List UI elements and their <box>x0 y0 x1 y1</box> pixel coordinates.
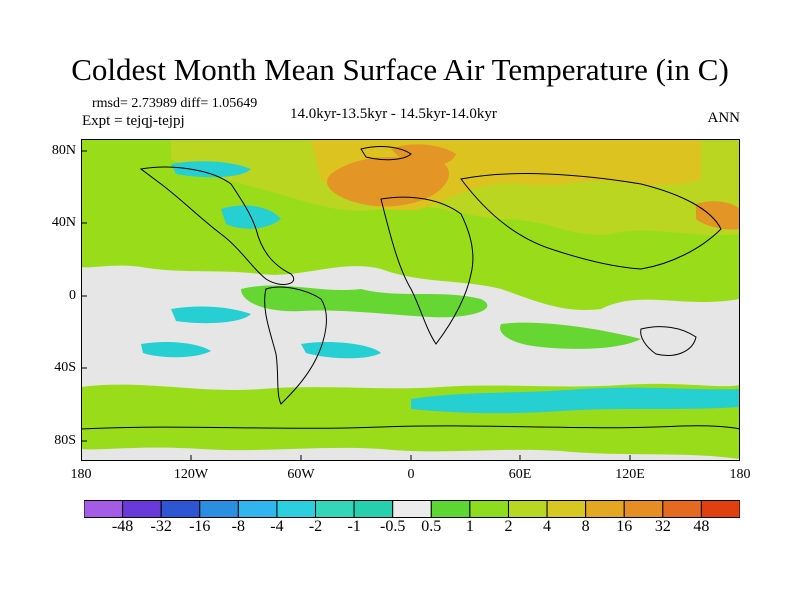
colorbar-box <box>199 500 239 518</box>
experiment-label: Expt = tejqj-tejpj <box>82 113 185 129</box>
colorbar-box <box>122 500 162 518</box>
colorbar-box <box>237 500 278 518</box>
period-label: 14.0kyr-13.5kyr - 14.5kyr-14.0kyr <box>290 106 497 122</box>
stats-text: rmsd= 2.73989 diff= 1.05649 <box>92 96 258 111</box>
lat-label-40n: 40N <box>51 215 76 230</box>
colorbar-box <box>662 500 702 518</box>
tropical-green-band <box>241 285 488 318</box>
lat-label-80s: 80S <box>54 433 76 448</box>
sh-cyan-band <box>411 387 740 414</box>
colorbar-label: 16 <box>616 518 633 535</box>
lon-label-180-right: 180 <box>729 467 751 482</box>
colorbar-box <box>84 500 124 518</box>
lon-label-60e: 60E <box>508 467 532 482</box>
colorbar-label: -16 <box>189 518 211 535</box>
colorbar-box <box>546 500 587 518</box>
nordic-orange-region <box>391 144 456 167</box>
colorbar-label: -1 <box>347 518 361 535</box>
world-map <box>81 139 740 461</box>
lon-label-180-left: 180 <box>70 467 92 482</box>
colorbar-box <box>160 500 201 518</box>
pacific-orange-patch <box>696 201 740 230</box>
lat-label-0: 0 <box>69 288 76 303</box>
colorbar-label: 0.5 <box>421 518 442 535</box>
south-pacific-cyan-2 <box>141 341 211 358</box>
colorbar-label: 2 <box>504 518 513 535</box>
colorbar-box <box>392 500 432 518</box>
colorbar-box <box>623 500 664 518</box>
colorbar-box <box>585 500 625 518</box>
colorbar-box <box>507 500 548 518</box>
colorbar-label: 32 <box>654 518 671 535</box>
coastlines <box>81 146 740 430</box>
map-title: Coldest Month Mean Surface Air Temperatu… <box>71 52 729 87</box>
colorbar-box <box>315 500 355 518</box>
lon-label-0: 0 <box>407 467 415 482</box>
lat-label-80n: 80N <box>51 143 76 158</box>
lat-label-40s: 40S <box>54 360 76 375</box>
indian-ocean-green <box>500 322 641 349</box>
colorbar-label: 48 <box>693 518 710 535</box>
colorbar-label: -8 <box>231 518 245 535</box>
colorbar-label: 8 <box>581 518 590 535</box>
colorbar-label: 1 <box>465 518 474 535</box>
colorbar-box <box>430 500 471 518</box>
arctic-cyan-patch <box>171 161 251 178</box>
colorbar-label: -0.5 <box>380 518 406 535</box>
lon-label-120e: 120E <box>615 467 645 482</box>
lon-label-60w: 60W <box>287 467 315 482</box>
south-pacific-cyan <box>171 306 251 324</box>
lon-label-120w: 120W <box>173 467 209 482</box>
colorbar-box <box>469 500 509 518</box>
colorbar <box>84 500 740 518</box>
colorbar-box <box>700 500 740 518</box>
colorbar-label: -48 <box>111 518 134 535</box>
atlantic-orange-region <box>327 157 450 207</box>
map-ticks <box>81 150 631 461</box>
colorbar-label: -2 <box>308 518 323 535</box>
colorbar-box <box>276 500 317 518</box>
season-label: ANN <box>707 110 741 126</box>
colorbar-box <box>353 500 394 518</box>
colorbar-label: -32 <box>150 518 172 535</box>
colorbar-label: 4 <box>543 518 552 535</box>
colorbar-label: -4 <box>270 518 284 535</box>
